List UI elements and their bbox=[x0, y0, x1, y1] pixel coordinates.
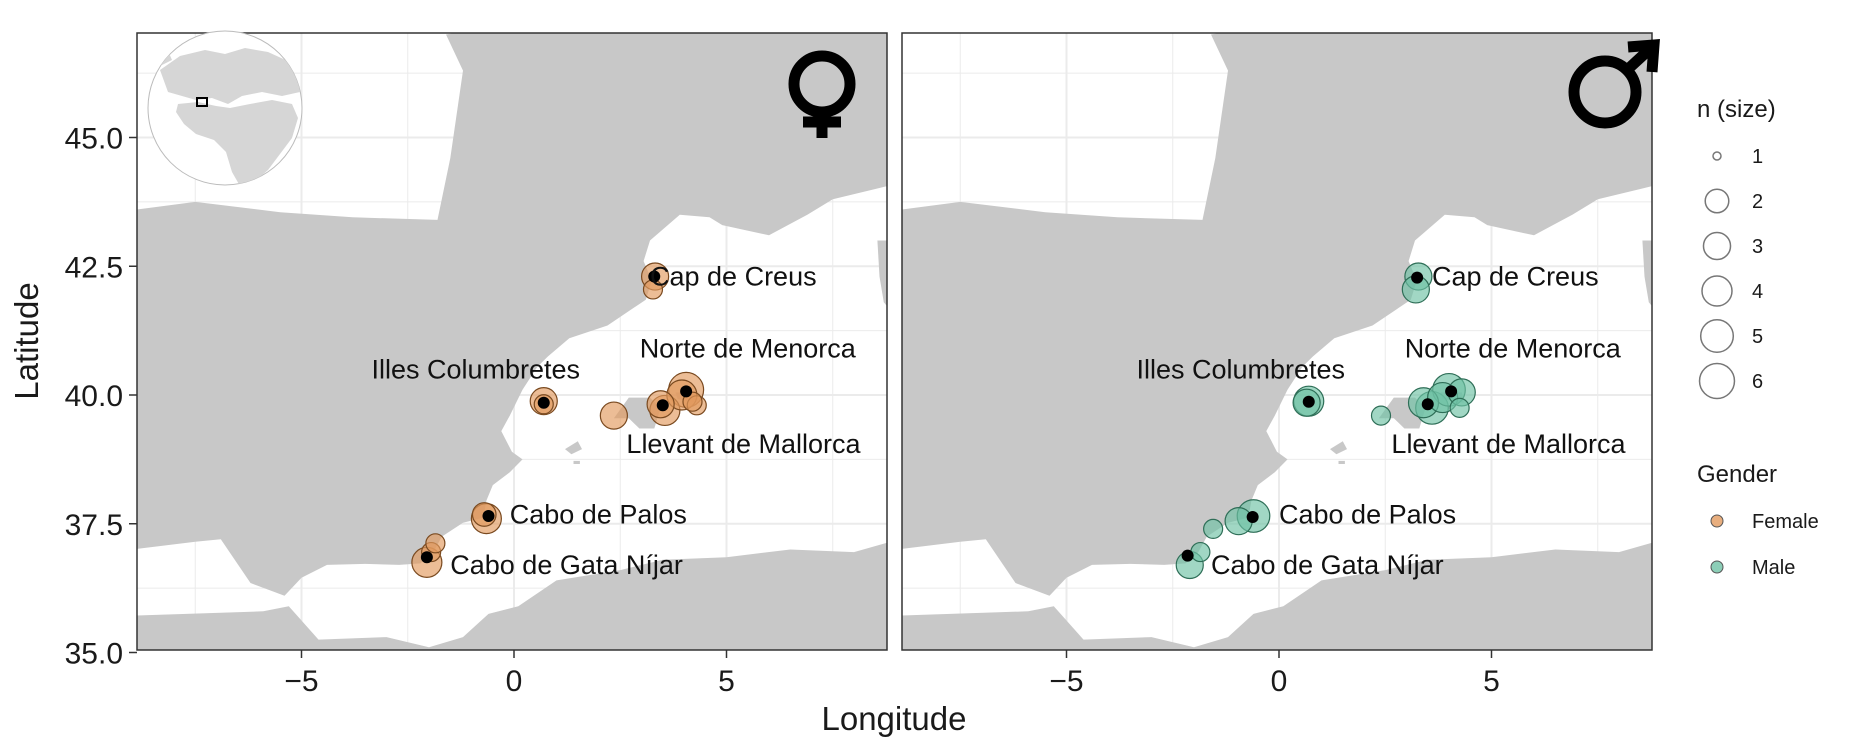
land-polygon bbox=[565, 441, 582, 455]
legend-size-label: 2 bbox=[1752, 191, 1763, 213]
legend-size-circle bbox=[1701, 275, 1733, 307]
x-tick-label: 5 bbox=[1483, 665, 1500, 698]
site-centroid-marker bbox=[420, 551, 433, 564]
x-axis-left: −5 0 5 bbox=[284, 650, 735, 698]
male-map-panel: Cap de Creus Norte de Menorca Illes Columb… bbox=[901, 32, 1660, 698]
data-point bbox=[1224, 507, 1253, 536]
site-centroid-marker bbox=[1421, 398, 1434, 411]
site-centroids bbox=[1181, 271, 1458, 562]
land-polygon bbox=[137, 542, 887, 650]
site-label: Illes Columbretes bbox=[1136, 354, 1345, 384]
site-label: Cabo de Gata Níjar bbox=[450, 550, 683, 580]
y-tick-label: 37.5 bbox=[65, 509, 123, 542]
legend-size-label: 5 bbox=[1752, 326, 1763, 348]
site-label: Cabo de Palos bbox=[1279, 499, 1456, 529]
legend-size-circle bbox=[1712, 151, 1722, 161]
y-tick-label: 35.0 bbox=[65, 638, 123, 671]
data-point bbox=[425, 533, 446, 554]
y-tick-label: 40.0 bbox=[65, 380, 123, 413]
site-centroids bbox=[420, 270, 693, 564]
site-label: Cabo de Gata Níjar bbox=[1211, 550, 1444, 580]
x-axis-title: Longitude bbox=[822, 700, 967, 737]
site-label: Cap de Creus bbox=[1432, 262, 1599, 292]
site-centroid-marker bbox=[1411, 271, 1424, 284]
data-point bbox=[1449, 397, 1470, 418]
site-label: Illes Columbretes bbox=[371, 354, 580, 384]
site-centroid-marker bbox=[537, 396, 550, 409]
x-tick-label: 0 bbox=[1271, 665, 1288, 698]
legend-size-title: n (size) bbox=[1697, 96, 1776, 123]
x-tick-label: −5 bbox=[1049, 665, 1083, 698]
land-polygon bbox=[1330, 441, 1347, 455]
x-axis-right: −5 0 5 bbox=[1049, 650, 1500, 698]
female-map-panel: Cap de Creus Norte de Menorca Illes Columb… bbox=[65, 30, 888, 698]
panel-border bbox=[136, 32, 888, 651]
site-label: Norte de Menorca bbox=[1405, 334, 1622, 364]
land-polygon bbox=[902, 33, 1652, 596]
legend-size-label: 6 bbox=[1752, 371, 1763, 393]
inset-globe bbox=[147, 30, 303, 186]
legend-gender-swatch bbox=[1710, 560, 1724, 574]
female-symbol-icon bbox=[788, 50, 856, 138]
site-labels: Cap de Creus Norte de Menorca Illes Columb… bbox=[1136, 262, 1626, 580]
site-label: Norte de Menorca bbox=[640, 334, 857, 364]
site-centroid-marker bbox=[1445, 385, 1458, 398]
male-symbol-icon bbox=[1568, 39, 1660, 129]
x-tick-label: 0 bbox=[506, 665, 523, 698]
y-axis: 35.0 37.5 40.0 42.5 45.0 bbox=[65, 123, 137, 671]
site-label: Llevant de Mallorca bbox=[626, 429, 861, 459]
site-centroid-marker bbox=[482, 510, 495, 523]
x-tick-label: 5 bbox=[718, 665, 735, 698]
legend-size-label: 3 bbox=[1752, 236, 1763, 258]
legend-size-label: 1 bbox=[1752, 146, 1763, 168]
globe-land bbox=[150, 44, 302, 185]
data-point bbox=[599, 401, 629, 430]
site-centroid-marker bbox=[1181, 549, 1194, 562]
land-polygon bbox=[573, 460, 580, 464]
land-polygon bbox=[877, 240, 887, 307]
legend-gender-title: Gender bbox=[1697, 461, 1777, 488]
legend-gender-label: Female bbox=[1752, 511, 1819, 533]
x-tick-label: −5 bbox=[284, 665, 318, 698]
land-polygon bbox=[137, 33, 887, 596]
panel-border bbox=[901, 32, 1653, 651]
site-label: Cap de Creus bbox=[650, 262, 817, 292]
y-tick-label: 42.5 bbox=[65, 251, 123, 284]
data-point bbox=[1203, 518, 1224, 540]
site-centroid-marker bbox=[648, 270, 661, 283]
legend-size-circle bbox=[1699, 318, 1735, 354]
site-labels: Cap de Creus Norte de Menorca Illes Columb… bbox=[371, 262, 861, 580]
legend-size-circle bbox=[1702, 231, 1732, 261]
legend-size-label: 4 bbox=[1752, 281, 1763, 303]
inset-study-area-box bbox=[196, 97, 208, 107]
legend-gender-swatch bbox=[1710, 514, 1724, 528]
y-axis-title: Latitude bbox=[8, 282, 45, 399]
site-centroid-marker bbox=[1246, 511, 1259, 524]
land-polygon bbox=[1338, 460, 1345, 464]
site-centroid-marker bbox=[680, 385, 693, 398]
data-point bbox=[1190, 541, 1211, 563]
land-polygon bbox=[902, 542, 1652, 650]
legend-gender-label: Male bbox=[1752, 557, 1795, 579]
data-point bbox=[1370, 405, 1392, 426]
legend-size-circle bbox=[1698, 362, 1736, 400]
site-centroid-marker bbox=[656, 399, 669, 412]
legend-gender-keys: Female Male bbox=[1710, 511, 1819, 579]
site-centroid-marker bbox=[1302, 395, 1315, 408]
legend-size-circle bbox=[1704, 188, 1730, 214]
y-tick-label: 45.0 bbox=[65, 123, 123, 156]
land-polygon bbox=[1642, 240, 1652, 307]
legend-size-keys: 1 2 3 4 5 6 bbox=[1698, 146, 1763, 400]
site-label: Cabo de Palos bbox=[510, 499, 687, 529]
observation-points bbox=[411, 262, 707, 578]
legend: n (size) 1 2 3 4 5 6 Gender Female Male bbox=[1697, 96, 1819, 579]
site-label: Llevant de Mallorca bbox=[1391, 429, 1626, 459]
